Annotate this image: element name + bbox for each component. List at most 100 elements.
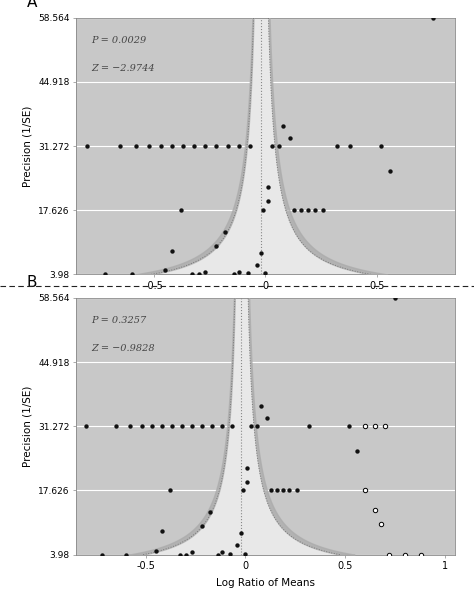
Point	[146, 141, 153, 150]
Text: Z = −0.9828: Z = −0.9828	[91, 344, 155, 353]
Point	[354, 447, 361, 456]
Point	[188, 421, 195, 431]
Point	[362, 421, 369, 431]
Point	[182, 550, 190, 559]
Point	[82, 421, 90, 431]
Point	[122, 550, 129, 559]
Point	[372, 421, 379, 431]
X-axis label: Log Ratio of Means: Log Ratio of Means	[216, 297, 315, 307]
Point	[128, 270, 136, 279]
Point	[168, 246, 175, 255]
Point	[201, 267, 209, 277]
Text: B: B	[27, 276, 37, 290]
Point	[98, 550, 106, 559]
Point	[218, 548, 225, 557]
Point	[429, 13, 437, 22]
Point	[286, 486, 293, 495]
Point	[377, 519, 385, 529]
Point	[240, 486, 247, 495]
Point	[112, 421, 119, 431]
Point	[212, 141, 220, 150]
Point	[333, 141, 341, 150]
Point	[362, 486, 369, 495]
Point	[268, 141, 276, 150]
Point	[244, 477, 251, 486]
Point	[254, 421, 261, 431]
Point	[319, 205, 327, 215]
Point	[206, 507, 213, 517]
Point	[259, 205, 267, 215]
Point	[235, 141, 243, 150]
Point	[268, 486, 275, 495]
Point	[401, 550, 409, 559]
Point	[234, 540, 241, 550]
Point	[248, 421, 255, 431]
Point	[161, 266, 169, 275]
Point	[178, 421, 185, 431]
Point	[152, 546, 159, 555]
Point	[385, 550, 393, 559]
Point	[264, 196, 272, 206]
Point	[214, 550, 221, 559]
Point	[382, 421, 389, 431]
Point	[176, 550, 183, 559]
Point	[293, 486, 301, 495]
Point	[311, 205, 319, 215]
Point	[306, 421, 313, 431]
Point	[179, 141, 187, 150]
Point	[346, 421, 353, 431]
Point	[417, 550, 425, 559]
Point	[228, 421, 235, 431]
Point	[275, 141, 283, 150]
Point	[190, 141, 198, 150]
Point	[218, 421, 225, 431]
Text: P = 0.3257: P = 0.3257	[91, 316, 146, 325]
Point	[378, 141, 385, 150]
Point	[83, 141, 91, 150]
Point	[101, 270, 109, 279]
Point	[195, 270, 202, 279]
Point	[188, 548, 195, 557]
Point	[158, 421, 165, 431]
Point	[264, 414, 271, 423]
Point	[198, 421, 205, 431]
Point	[235, 267, 243, 277]
Point	[242, 549, 249, 558]
Point	[168, 421, 175, 431]
Point	[253, 260, 260, 270]
Text: Z = −2.9744: Z = −2.9744	[91, 64, 155, 73]
Point	[201, 141, 209, 150]
Point	[230, 270, 238, 279]
X-axis label: Log Ratio of Means: Log Ratio of Means	[216, 578, 315, 588]
Point	[168, 141, 175, 150]
Point	[264, 182, 272, 192]
Point	[246, 141, 254, 150]
Point	[212, 241, 220, 251]
Point	[258, 402, 265, 411]
Point	[208, 421, 215, 431]
Point	[188, 270, 196, 279]
Point	[244, 463, 251, 472]
Point	[280, 486, 287, 495]
Point	[372, 505, 379, 514]
Point	[291, 205, 298, 215]
Point	[257, 248, 265, 258]
Point	[392, 293, 399, 303]
Point	[158, 526, 165, 536]
Y-axis label: Precision (1/SE): Precision (1/SE)	[23, 106, 33, 186]
Point	[166, 486, 173, 495]
Point	[126, 421, 134, 431]
Point	[273, 486, 281, 495]
Point	[157, 141, 164, 150]
Point	[297, 205, 305, 215]
Point	[244, 268, 251, 278]
Point	[198, 522, 205, 531]
Point	[132, 141, 140, 150]
Point	[138, 421, 146, 431]
Point	[226, 549, 233, 558]
Point	[262, 268, 269, 278]
Point	[280, 122, 287, 131]
Point	[148, 421, 155, 431]
Point	[117, 141, 124, 150]
Text: A: A	[27, 0, 37, 10]
